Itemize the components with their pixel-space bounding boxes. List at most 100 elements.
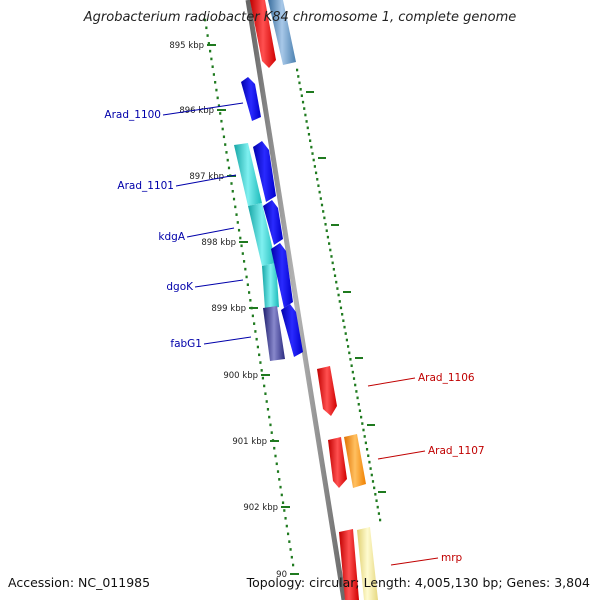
gene-label[interactable]: Arad_1106 xyxy=(418,372,475,384)
gene-arrow-steel-top[interactable] xyxy=(268,0,296,65)
ruler-dot xyxy=(275,462,278,466)
ruler-ticks: 895 kbp 896 kbp 897 kbp 898 kbp 899 kbp 900 k… xyxy=(169,41,386,580)
gene-arrow-mrp-red[interactable] xyxy=(339,529,359,600)
ruler-dot xyxy=(348,351,351,355)
ruler-dot xyxy=(313,165,316,168)
ruler-dot xyxy=(259,361,262,364)
ruler-dot xyxy=(285,524,288,528)
ruler-dot xyxy=(324,222,327,226)
ruler-dot xyxy=(206,34,209,37)
ruler-dot xyxy=(205,26,208,30)
ruler-dot xyxy=(234,205,237,209)
ruler-dot xyxy=(322,210,325,213)
ruler-dot xyxy=(354,383,357,387)
ruler-dot xyxy=(343,325,346,329)
ruler-dot xyxy=(357,402,360,406)
ruler-dot xyxy=(351,370,354,374)
gene-arrow-arad-1106[interactable] xyxy=(317,366,337,416)
ruler-dot xyxy=(358,409,362,413)
ruler-dot xyxy=(244,267,247,271)
ruler-dot xyxy=(281,501,285,505)
ruler-dot xyxy=(345,338,348,342)
gene-arrow-cyan-1[interactable] xyxy=(234,143,262,206)
ruler-dot xyxy=(255,337,258,341)
ruler-dot xyxy=(232,197,236,201)
gene-arrow-navy-fabg1[interactable] xyxy=(263,306,285,361)
ruler-dot xyxy=(217,104,221,107)
ruler-dot xyxy=(316,177,319,181)
gene-arrow-blue-2[interactable] xyxy=(253,141,276,202)
gene-arrow-blue-dgok[interactable] xyxy=(271,243,293,308)
ruler-dot xyxy=(309,139,312,143)
ruler-dot xyxy=(376,505,379,509)
ruler-dot xyxy=(204,18,207,22)
gene-label[interactable]: Arad_1107 xyxy=(428,445,485,457)
gene-label[interactable]: fabG1 xyxy=(170,338,202,350)
gene-arrow-arad-1107-red[interactable] xyxy=(328,437,347,488)
ruler-dot xyxy=(211,65,214,69)
gene-label[interactable]: dgoK xyxy=(166,281,194,293)
ruler-dot xyxy=(256,345,259,349)
gene-arrow-arad-1107-orange[interactable] xyxy=(344,434,366,488)
ruler-dot xyxy=(298,81,301,85)
ruler-dot xyxy=(369,467,372,470)
ruler-dot xyxy=(215,88,218,92)
gene-arrow-red-top[interactable] xyxy=(250,0,276,68)
ruler-dot xyxy=(333,274,337,278)
gene-arrow-mrp-khaki[interactable] xyxy=(357,527,378,600)
ruler-dot xyxy=(317,184,320,188)
gene-arrow-arad-1100[interactable] xyxy=(241,77,261,121)
ruler-dot xyxy=(356,396,359,400)
ruler-dot xyxy=(207,42,210,45)
ruler-dot xyxy=(306,126,309,130)
ruler-tick-label: 902 kbp xyxy=(243,503,278,513)
ruler-dot xyxy=(245,275,248,279)
ruler-dot xyxy=(346,345,350,348)
gene-label[interactable]: kdgA xyxy=(158,231,185,243)
ruler-dot xyxy=(237,228,241,232)
gene-label[interactable]: mrp xyxy=(441,552,463,564)
ruler-dot xyxy=(349,357,352,361)
ruler-dot xyxy=(212,73,215,76)
genome-backbone xyxy=(245,0,347,600)
gene-label-leader xyxy=(203,336,252,345)
ruler-dot xyxy=(329,248,332,252)
gene-arrow-cyan-kdga[interactable] xyxy=(248,203,276,266)
ruler-dot xyxy=(310,145,313,149)
ruler-dot xyxy=(231,189,234,193)
ruler-dot xyxy=(274,454,277,458)
ruler-dot xyxy=(367,454,370,458)
ruler-dot xyxy=(377,512,381,515)
ruler-tick-label: 897 kbp xyxy=(189,172,224,182)
ruler-dot xyxy=(276,470,280,473)
ruler-dot xyxy=(286,532,290,536)
gene-label[interactable]: Arad_1100 xyxy=(104,109,161,121)
ruler-dot xyxy=(352,377,356,380)
ruler-dot xyxy=(263,384,266,388)
gene-arrow-cyan-dgok[interactable] xyxy=(262,263,279,310)
ruler-dot xyxy=(279,485,282,489)
ruler-dot xyxy=(305,120,308,123)
ruler-tick-label: 898 kbp xyxy=(201,238,236,248)
ruler-dot xyxy=(224,143,227,146)
ruler-dot xyxy=(365,447,369,451)
ruler-dot xyxy=(297,75,300,78)
ruler-dot xyxy=(283,509,286,512)
gene-label-leader xyxy=(162,102,244,116)
ruler-dot xyxy=(374,492,377,496)
ruler-dot xyxy=(336,287,339,290)
ruler-dot xyxy=(325,229,328,233)
ruler-dot xyxy=(328,242,331,245)
gene-arrow-blue-3[interactable] xyxy=(263,200,283,245)
gene-arrow-blue-fabg1[interactable] xyxy=(281,304,303,357)
gene-label[interactable]: Arad_1101 xyxy=(117,180,174,192)
ruler-dot xyxy=(261,376,265,380)
ruler-dot xyxy=(258,353,261,357)
ruler-dot xyxy=(320,203,324,207)
ruler-tick-label: 895 kbp xyxy=(169,41,204,51)
ruler-dot xyxy=(220,119,223,123)
ruler-dot xyxy=(221,127,224,131)
ruler-dot xyxy=(335,280,338,284)
ruler-dot xyxy=(364,441,367,445)
